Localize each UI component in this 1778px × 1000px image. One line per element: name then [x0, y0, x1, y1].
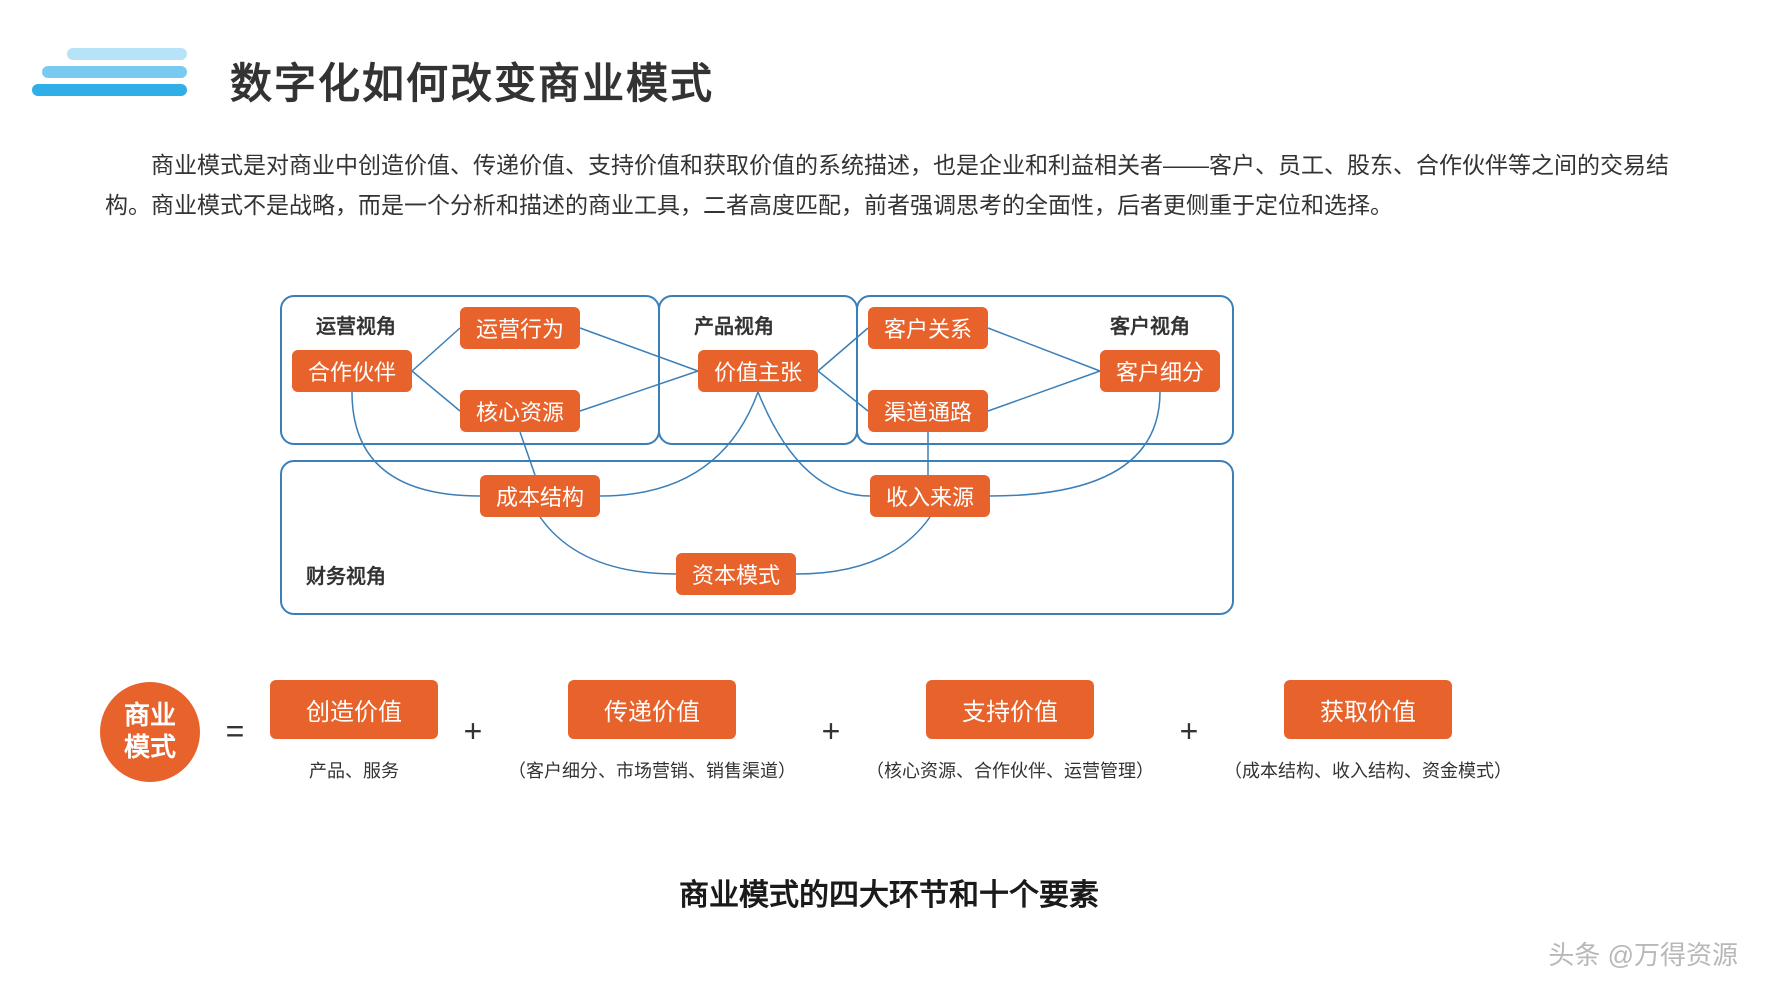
business-model-diagram: 运营视角 产品视角 客户视角财务视角 合作伙伴 运营行为核心资源 价值主张 客户关系渠道通路… [280, 295, 1470, 635]
panel-label-cust: 客户视角 [1110, 310, 1190, 339]
equation-box: 传递价值 [568, 680, 736, 739]
equation-item-3: 获取价值 （成本结构、收入结构、资金模式） [1224, 680, 1512, 783]
equation-box: 支持价值 [926, 680, 1094, 739]
equation-sublabel: （客户细分、市场营销、销售渠道） [508, 757, 796, 783]
bottom-title: 商业模式的四大环节和十个要素 [0, 870, 1778, 914]
node-cust_rel: 客户关系 [868, 307, 988, 349]
node-cost: 成本结构 [480, 475, 600, 517]
equation-sublabel: （成本结构、收入结构、资金模式） [1224, 757, 1512, 783]
equation-box: 获取价值 [1284, 680, 1452, 739]
description-text: 商业模式是对商业中创造价值、传递价值、支持价值和获取价值的系统描述，也是企业和利… [105, 145, 1673, 226]
equation-row: 商业模式 = 创造价值产品、服务+传递价值（客户细分、市场营销、销售渠道）+支持… [100, 680, 1698, 783]
panel-label-fin: 财务视角 [306, 560, 386, 589]
equals-sign: = [200, 713, 270, 750]
node-cust_seg: 客户细分 [1100, 350, 1220, 392]
logo-bar [67, 48, 187, 60]
page-title: 数字化如何改变商业模式 [230, 50, 714, 111]
equation-sublabel: （核心资源、合作伙伴、运营管理） [866, 757, 1154, 783]
node-ops_act: 运营行为 [460, 307, 580, 349]
equation-sublabel: 产品、服务 [309, 757, 399, 783]
node-capital: 资本模式 [676, 553, 796, 595]
equation-item-2: 支持价值 （核心资源、合作伙伴、运营管理） [866, 680, 1154, 783]
node-partner: 合作伙伴 [292, 350, 412, 392]
panel-label-prod: 产品视角 [694, 310, 774, 339]
node-value: 价值主张 [698, 350, 818, 392]
logo-bar [42, 66, 187, 78]
equation-circle: 商业模式 [100, 682, 200, 782]
node-revenue: 收入来源 [870, 475, 990, 517]
plus-sign: + [796, 713, 866, 750]
logo-icon [32, 48, 192, 98]
panel-label-ops: 运营视角 [316, 310, 396, 339]
watermark-text: 头条 @万得资源 [1548, 935, 1738, 972]
equation-box: 创造价值 [270, 680, 438, 739]
plus-sign: + [438, 713, 508, 750]
node-channel: 渠道通路 [868, 390, 988, 432]
plus-sign: + [1154, 713, 1224, 750]
equation-item-0: 创造价值产品、服务 [270, 680, 438, 783]
logo-bar [32, 84, 187, 96]
node-core_res: 核心资源 [460, 390, 580, 432]
equation-item-1: 传递价值 （客户细分、市场营销、销售渠道） [508, 680, 796, 783]
